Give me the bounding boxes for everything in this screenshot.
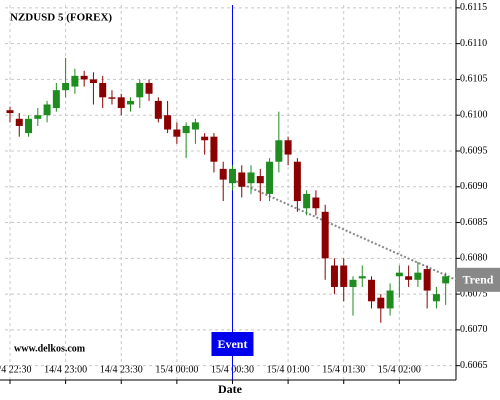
candle-body [210, 136, 218, 162]
candle-body [191, 122, 199, 130]
candle-body [71, 75, 79, 87]
candle-body [266, 161, 274, 194]
candle-body [321, 211, 329, 259]
candle-body [312, 197, 320, 209]
y-tick-label: 0.6090 [460, 181, 488, 192]
event-label: Event [217, 337, 247, 351]
x-tick-label: 15/4 01:00 [267, 364, 310, 375]
candle-body [293, 161, 301, 202]
trend-label: Trend [463, 273, 494, 287]
candle-body [284, 140, 292, 155]
y-tick-label: 0.6085 [460, 217, 488, 228]
candle-body [43, 104, 51, 116]
y-tick-label: 0.6070 [460, 324, 488, 335]
event-label-box [211, 332, 254, 356]
watermark: www.delkos.com [14, 343, 86, 354]
candle-body [62, 83, 70, 91]
candle-body [432, 294, 440, 302]
y-tick-label: 0.6075 [460, 288, 488, 299]
candle-body [358, 276, 366, 279]
candle-body [247, 172, 255, 184]
y-tick-label: 0.6080 [460, 253, 488, 264]
x-axis-label: Date [218, 382, 243, 396]
candle-body [173, 129, 181, 137]
candle-body [201, 136, 209, 141]
x-tick-label: 14/4 23:00 [44, 364, 87, 375]
candle-body [219, 168, 227, 180]
candle-body [275, 140, 283, 162]
candle-body [386, 290, 394, 309]
candle-body [442, 276, 450, 284]
y-tick-label: 0.6115 [460, 2, 487, 13]
y-tick-label: 0.6095 [460, 145, 488, 156]
candle-body [6, 110, 14, 114]
candle-body [395, 272, 403, 277]
x-tick-label: 15/4 00:00 [155, 364, 198, 375]
candle-body [52, 90, 60, 109]
candle-body [108, 97, 116, 99]
candle-body [423, 269, 431, 291]
candle-body [80, 75, 88, 80]
candle-body [145, 83, 153, 94]
candle-body [238, 172, 246, 187]
candle-body [303, 193, 311, 209]
candle-body [136, 83, 144, 98]
candle-body [25, 118, 33, 134]
chart-title: NZDUSD 5 (FOREX) [10, 12, 112, 24]
candle-body [256, 176, 264, 184]
trend-label-box [456, 267, 500, 292]
candle-body [99, 83, 107, 98]
y-tick-label: 0.6110 [460, 38, 487, 49]
candle-body [368, 279, 376, 302]
candle-body [330, 265, 338, 287]
candle-body [405, 276, 413, 280]
candle-body [89, 79, 97, 84]
candle-body [15, 118, 23, 126]
candle-body [349, 279, 357, 287]
trend-line [232, 178, 457, 281]
candle-body [414, 272, 422, 280]
candle-body [127, 100, 135, 105]
y-tick-label: 0.6065 [460, 360, 488, 371]
candle-body [377, 297, 385, 309]
x-tick-label: 14/4 22:30 [0, 364, 32, 375]
y-tick-label: 0.6105 [460, 74, 488, 85]
x-tick-label: 14/4 23:30 [100, 364, 143, 375]
candle-body [182, 125, 190, 134]
candle-body [154, 100, 162, 119]
x-tick-label: 15/4 02:00 [378, 364, 421, 375]
y-tick-label: 0.6100 [460, 110, 488, 121]
candle-body [34, 115, 42, 119]
x-tick-label: 15/4 01:30 [322, 364, 365, 375]
candle-body [340, 265, 348, 287]
candle-body [164, 115, 172, 130]
candle-body [228, 168, 236, 184]
candle-body [117, 97, 125, 109]
